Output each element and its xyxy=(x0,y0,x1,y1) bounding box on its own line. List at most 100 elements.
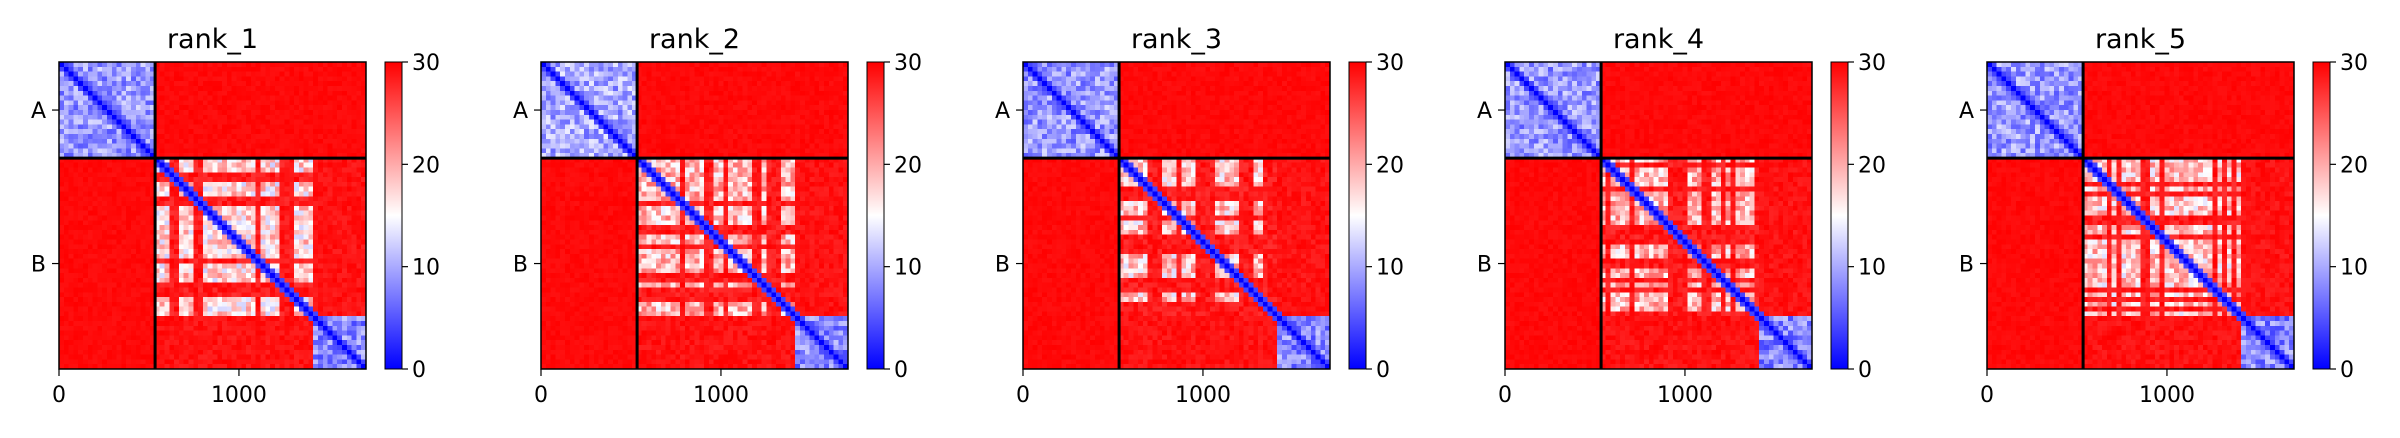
heatmap-cell xyxy=(93,196,98,201)
heatmap-cell xyxy=(246,321,251,326)
heatmap-cell xyxy=(198,345,203,350)
heatmap-cell xyxy=(284,239,289,244)
heatmap-cell xyxy=(208,62,213,67)
heatmap-cell xyxy=(299,359,304,364)
heatmap-cell xyxy=(810,120,815,125)
heatmap-cell xyxy=(241,177,246,182)
heatmap-cell xyxy=(78,120,83,125)
heatmap-cell xyxy=(169,287,174,292)
heatmap-cell xyxy=(275,206,280,211)
heatmap-cell xyxy=(222,62,227,67)
heatmap-cell xyxy=(145,230,150,235)
heatmap-cell xyxy=(270,259,275,264)
heatmap-cell xyxy=(73,249,78,254)
heatmap-cell xyxy=(246,331,251,336)
heatmap-cell xyxy=(308,292,313,297)
heatmap-cell xyxy=(819,115,824,120)
heatmap-cell xyxy=(227,321,232,326)
heatmap-cell xyxy=(647,124,652,129)
heatmap-cell xyxy=(308,316,313,321)
heatmap-cell xyxy=(184,72,189,77)
heatmap-cell xyxy=(328,292,333,297)
heatmap-cell xyxy=(222,244,227,249)
heatmap-cell xyxy=(800,86,805,91)
heatmap-cell xyxy=(642,91,647,96)
heatmap-cell xyxy=(304,134,309,139)
heatmap-cell xyxy=(347,168,352,173)
heatmap-cell xyxy=(762,100,767,105)
heatmap-cell xyxy=(260,259,265,264)
heatmap-cell xyxy=(141,120,146,125)
heatmap-cell xyxy=(541,62,546,67)
heatmap-cell xyxy=(695,67,700,72)
heatmap-cell xyxy=(213,124,218,129)
heatmap-cell xyxy=(651,120,656,125)
heatmap-cell xyxy=(246,177,251,182)
heatmap-cell xyxy=(73,244,78,249)
heatmap-cell xyxy=(328,254,333,259)
heatmap-cell xyxy=(169,177,174,182)
heatmap-cell xyxy=(145,110,150,115)
heatmap-cell xyxy=(189,220,194,225)
heatmap-cell xyxy=(203,182,208,187)
heatmap-cell xyxy=(347,287,352,292)
heatmap-cell xyxy=(126,139,131,144)
heatmap-cell xyxy=(59,115,64,120)
heatmap-cell xyxy=(337,148,342,153)
heatmap-cell xyxy=(256,67,261,72)
heatmap-cell xyxy=(246,335,251,340)
heatmap-cell xyxy=(742,120,747,125)
heatmap-cell xyxy=(323,172,328,177)
heatmap-cell xyxy=(217,216,222,221)
heatmap-cell xyxy=(356,100,361,105)
heatmap-cell xyxy=(280,96,285,101)
heatmap-cell xyxy=(795,86,800,91)
heatmap-cell xyxy=(280,105,285,110)
heatmap-cell xyxy=(59,239,64,244)
heatmap-cell xyxy=(757,67,762,72)
heatmap-cell xyxy=(198,134,203,139)
heatmap-cell xyxy=(241,316,246,321)
heatmap-cell xyxy=(328,283,333,288)
heatmap-cell xyxy=(661,67,666,72)
heatmap-cell xyxy=(227,124,232,129)
heatmap-cell xyxy=(97,268,102,273)
heatmap-cell xyxy=(313,86,318,91)
heatmap-cell xyxy=(599,76,604,81)
heatmap-cell xyxy=(193,340,198,345)
heatmap-cell xyxy=(265,335,270,340)
heatmap-cell xyxy=(328,172,333,177)
heatmap-cell xyxy=(308,163,313,168)
heatmap-cell xyxy=(241,273,246,278)
heatmap-cell xyxy=(551,81,556,86)
heatmap-cell xyxy=(332,62,337,67)
heatmap-cell xyxy=(313,67,318,72)
heatmap-cell xyxy=(136,211,141,216)
heatmap-cell xyxy=(117,278,122,283)
heatmap-cell xyxy=(294,316,299,321)
heatmap-cell xyxy=(555,86,560,91)
heatmap-cell xyxy=(203,263,208,268)
heatmap-cell xyxy=(771,81,776,86)
heatmap-cell xyxy=(356,254,361,259)
heatmap-cell xyxy=(131,110,136,115)
heatmap-cell xyxy=(795,62,800,67)
heatmap-cell xyxy=(352,163,357,168)
heatmap-cell xyxy=(337,211,342,216)
heatmap-cell xyxy=(318,259,323,264)
heatmap-cell xyxy=(208,216,213,221)
heatmap-cell xyxy=(304,268,309,273)
heatmap-cell xyxy=(347,235,352,240)
heatmap-cell xyxy=(752,76,757,81)
heatmap-cell xyxy=(752,62,757,67)
heatmap-cell xyxy=(328,168,333,173)
heatmap-cell xyxy=(328,196,333,201)
heatmap-cell xyxy=(141,254,146,259)
heatmap-cell xyxy=(97,283,102,288)
heatmap-cell xyxy=(304,124,309,129)
heatmap-cell xyxy=(203,359,208,364)
heatmap-cell xyxy=(352,331,357,336)
heatmap-cell xyxy=(160,76,165,81)
heatmap-cell xyxy=(69,62,74,67)
heatmap-cell xyxy=(352,76,357,81)
